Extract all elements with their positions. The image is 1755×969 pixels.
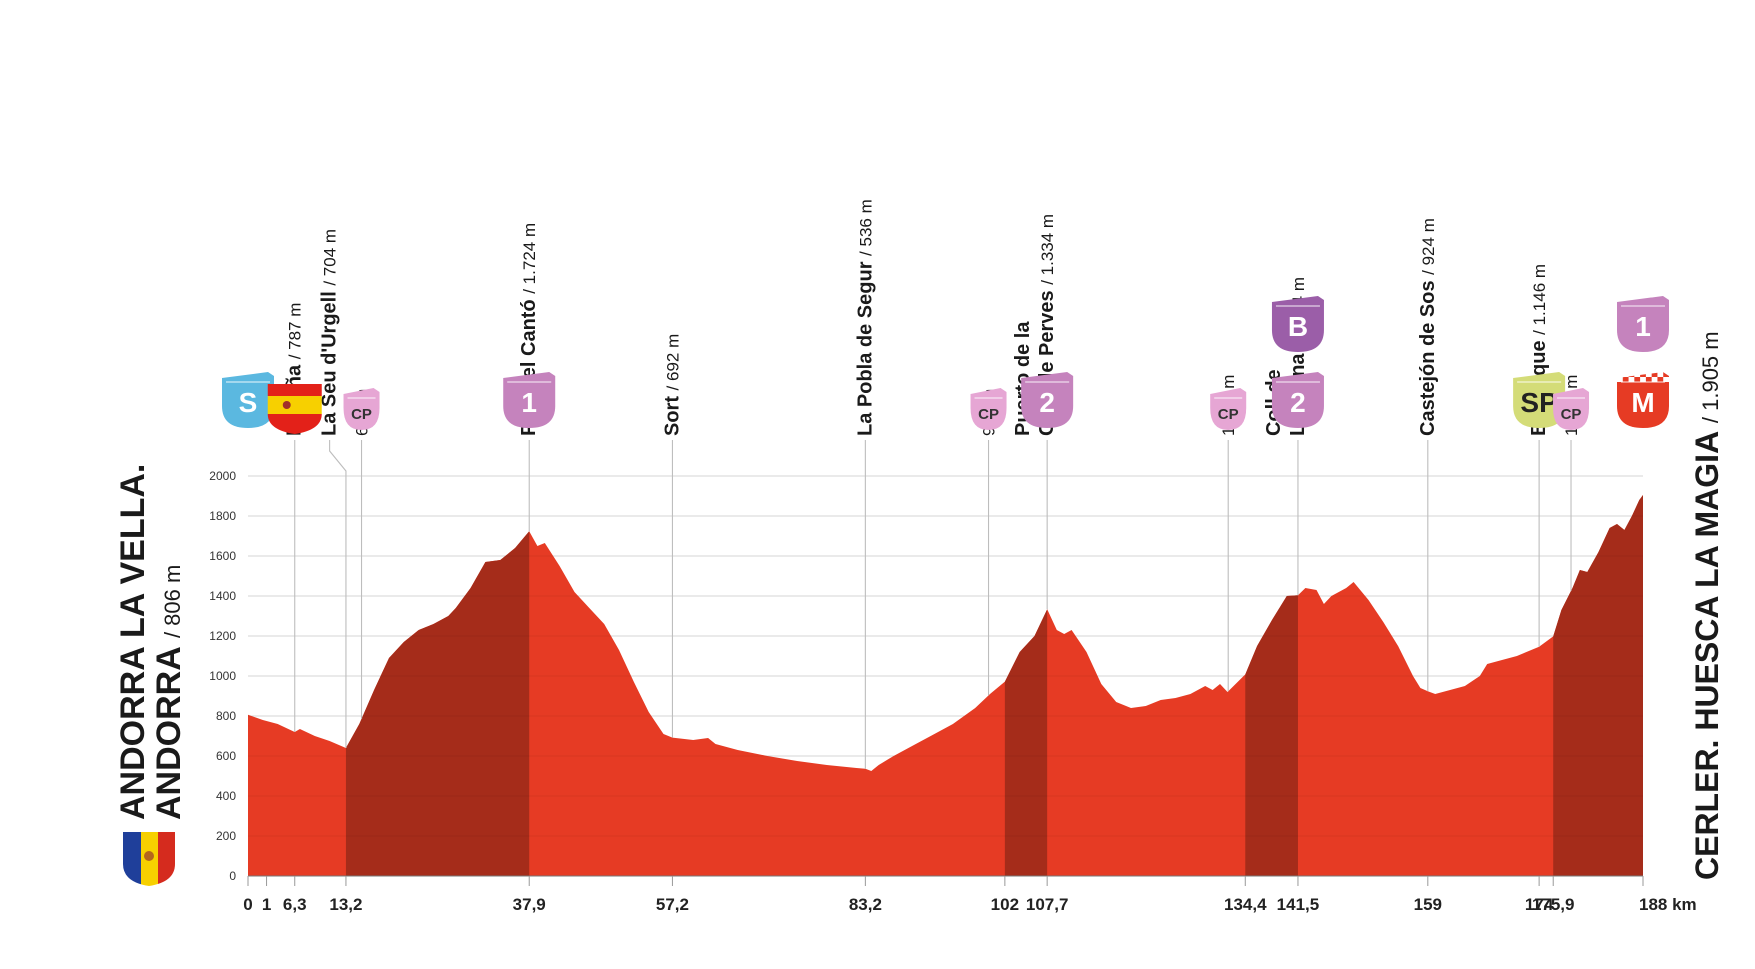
finish-marker-label: M bbox=[1631, 387, 1654, 418]
x-tick-labels: 0 1 6,3 13,2 37,9 57,2 83,2 102 107,7 134,4 141,5 1… bbox=[243, 876, 1697, 914]
start-name: ANDORRA LA VELLA. bbox=[114, 464, 152, 820]
climb-shape bbox=[1271, 372, 1324, 428]
flag-marker bbox=[267, 384, 322, 434]
svg-text:La Seu d'Urgell / 704 m: La Seu d'Urgell / 704 m bbox=[319, 229, 341, 436]
point-labels: España / 787 mLa Seu d'Urgell / 704 m642… bbox=[284, 199, 1581, 436]
point-label: Sort / 692 m bbox=[661, 334, 683, 436]
start-finish-labels: ANDORRA LA VELLA.ANDORRA / 806 m CERLER. … bbox=[114, 331, 1725, 886]
y-tick-label: 200 bbox=[216, 829, 236, 843]
cp-marker-label: CP bbox=[1218, 406, 1239, 423]
cp-marker-label: CP bbox=[1561, 406, 1582, 423]
x-tick-label: 159 bbox=[1414, 895, 1442, 914]
climb-section bbox=[345, 495, 530, 876]
start-shape bbox=[222, 372, 274, 428]
bonus-shape bbox=[1271, 296, 1324, 352]
finish-marker: M bbox=[1617, 372, 1669, 428]
x-tick-label: 102 bbox=[991, 895, 1019, 914]
y-tick-label: 800 bbox=[216, 709, 236, 723]
y-tick-label: 1000 bbox=[209, 669, 236, 683]
y-tick-label: 400 bbox=[216, 789, 236, 803]
elevation-area bbox=[248, 495, 1643, 877]
point-label: La Seu d'Urgell / 704 m bbox=[319, 229, 341, 436]
bonus-marker: B bbox=[1271, 296, 1324, 352]
sprint-shape bbox=[1513, 372, 1566, 428]
climb-marker-label: 1 bbox=[521, 387, 537, 418]
cp-marker: CP bbox=[1210, 388, 1247, 430]
climb-section bbox=[1245, 495, 1298, 876]
leader-line bbox=[329, 440, 347, 748]
x-tick-label: 1 bbox=[262, 895, 271, 914]
x-tick-label: 188 km bbox=[1639, 895, 1697, 914]
leader-lines bbox=[294, 440, 1572, 769]
climb-shape bbox=[503, 372, 556, 428]
bonus-marker-label: B bbox=[1288, 311, 1308, 342]
point-label: La Pobla de Segur / 536 m bbox=[854, 199, 876, 436]
cp-marker: CP bbox=[343, 388, 380, 430]
climb-section bbox=[1004, 495, 1048, 876]
svg-text:Castejón de Sos / 924 m: Castejón de Sos / 924 m bbox=[1417, 218, 1439, 436]
x-tick-label: 107,7 bbox=[1026, 895, 1069, 914]
sprint-marker: SP bbox=[1513, 372, 1566, 428]
finish-shape bbox=[1617, 372, 1669, 428]
x-tick-label: 6,3 bbox=[283, 895, 307, 914]
svg-text:Sort / 692 m: Sort / 692 m bbox=[661, 334, 683, 436]
point-label: Castejón de Sos / 924 m bbox=[1417, 218, 1439, 436]
x-tick-label: 141,5 bbox=[1277, 895, 1320, 914]
cp-marker: CP bbox=[970, 388, 1007, 430]
start-label: ANDORRA LA VELLA.ANDORRA / 806 m bbox=[114, 464, 188, 820]
svg-text:La Pobla de Segur / 536 m: La Pobla de Segur / 536 m bbox=[854, 199, 876, 436]
y-tick-label: 0 bbox=[229, 869, 236, 883]
climb-section bbox=[1553, 495, 1643, 876]
start-marker: S bbox=[222, 372, 274, 428]
sprint-marker-label: SP bbox=[1520, 387, 1557, 418]
y-tick-label: 600 bbox=[216, 749, 236, 763]
finish-name: CERLER. HUESCA LA MAGIA / 1.905 m bbox=[1689, 331, 1725, 880]
y-tick-label: 1600 bbox=[209, 549, 236, 563]
finish-label: CERLER. HUESCA LA MAGIA / 1.905 m bbox=[1689, 331, 1725, 880]
climb-marker-label: 2 bbox=[1039, 387, 1055, 418]
x-tick-label: 37,9 bbox=[513, 895, 546, 914]
y-tick-labels: 0 200 400 600 800 1000 1200 1400 1600 1800 2000 bbox=[209, 469, 236, 883]
climb-marker: 2 bbox=[1021, 372, 1074, 428]
x-tick-label: 83,2 bbox=[849, 895, 882, 914]
x-tick-label: 174 bbox=[1525, 895, 1554, 914]
x-tick-label: 0 bbox=[243, 895, 252, 914]
climb-marker: 1 bbox=[1617, 296, 1669, 352]
andorra-flag-icon bbox=[123, 832, 175, 886]
x-tick-label: 57,2 bbox=[656, 895, 689, 914]
cp-marker-label: CP bbox=[351, 406, 372, 423]
y-tick-label: 2000 bbox=[209, 469, 236, 483]
y-tick-label: 1800 bbox=[209, 509, 236, 523]
climb-marker-label: 2 bbox=[1290, 387, 1306, 418]
start-country: ANDORRA / 806 m bbox=[150, 565, 188, 820]
y-tick-label: 1400 bbox=[209, 589, 236, 603]
climb-marker: 1 bbox=[503, 372, 556, 428]
climb-marker: 2 bbox=[1271, 372, 1324, 428]
climb-shape bbox=[1021, 372, 1074, 428]
cp-marker: CP bbox=[1553, 388, 1590, 430]
climb-marker-label: 1 bbox=[1635, 311, 1651, 342]
x-tick-label: 134,4 bbox=[1224, 895, 1267, 914]
y-tick-label: 1200 bbox=[209, 629, 236, 643]
climb-shape bbox=[1617, 296, 1669, 352]
start-marker-label: S bbox=[239, 387, 258, 418]
x-tick-label: 175,9 bbox=[1532, 895, 1575, 914]
cp-marker-label: CP bbox=[978, 406, 999, 423]
x-tick-label: 13,2 bbox=[329, 895, 362, 914]
